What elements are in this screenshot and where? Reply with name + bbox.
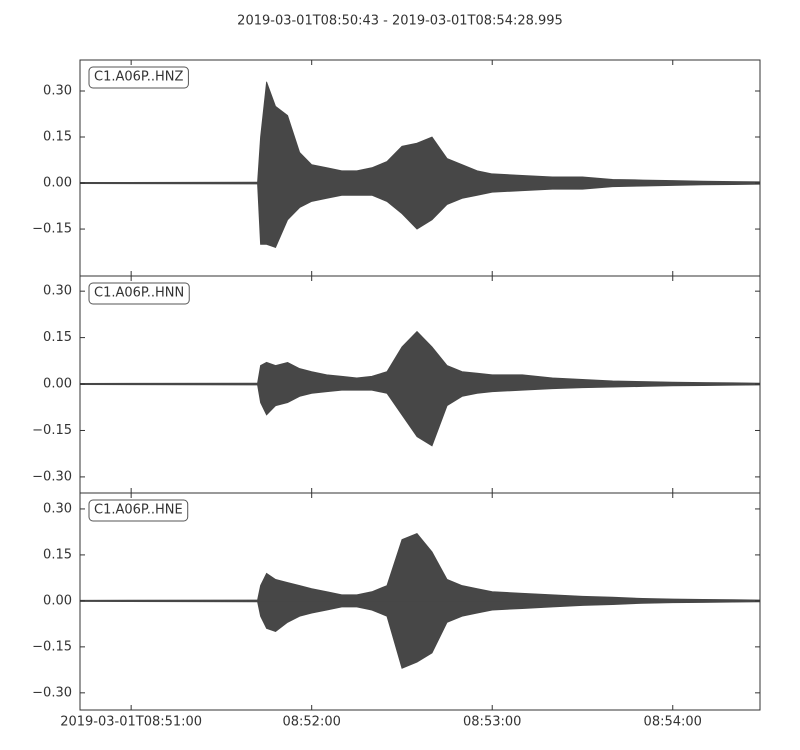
y-tick-label: 0.15 [43, 130, 72, 145]
x-tick-label: 08:53:00 [463, 715, 521, 730]
y-tick-label: −0.30 [32, 685, 72, 700]
trace-label: C1.A06P..HNZ [94, 70, 183, 85]
trace-label-box [88, 499, 189, 522]
y-tick-label: −0.15 [32, 423, 72, 438]
y-tick-label: 0.30 [43, 501, 72, 516]
waveform-envelope [80, 182, 760, 248]
y-tick-label: 0.00 [43, 176, 72, 191]
trace-label: C1.A06P..HNE [94, 503, 183, 518]
waveform-envelope [80, 532, 760, 602]
chart-title: 2019-03-01T08:50:43 - 2019-03-01T08:54:2… [237, 14, 563, 29]
trace-label-box [88, 282, 190, 305]
x-tick-label: 08:54:00 [644, 715, 702, 730]
plot-area [80, 532, 760, 669]
y-tick-label: 0.00 [43, 377, 72, 392]
trace-label-box [88, 66, 189, 89]
x-tick-label: 2019-03-01T08:51:00 [60, 715, 202, 730]
waveform-envelope [80, 330, 760, 385]
plot-area [80, 81, 760, 248]
y-tick-label: 0.15 [43, 330, 72, 345]
y-tick-label: 0.30 [43, 284, 72, 299]
waveform-envelope [80, 383, 760, 447]
y-tick-label: −0.30 [32, 469, 72, 484]
y-tick-label: −0.15 [32, 639, 72, 654]
plot-area [80, 330, 760, 447]
y-tick-label: −0.15 [32, 222, 72, 237]
y-tick-label: 0.00 [43, 593, 72, 608]
y-tick-label: 0.15 [43, 547, 72, 562]
x-tick-label: 08:52:00 [282, 715, 340, 730]
waveform-envelope [80, 600, 760, 669]
waveform-envelope [80, 81, 760, 184]
trace-label: C1.A06P..HNN [94, 286, 184, 301]
panel-frame [79, 492, 761, 711]
y-tick-label: 0.30 [43, 83, 72, 98]
